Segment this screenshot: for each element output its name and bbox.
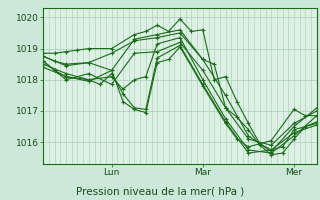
Text: Pression niveau de la mer( hPa ): Pression niveau de la mer( hPa ) xyxy=(76,186,244,196)
